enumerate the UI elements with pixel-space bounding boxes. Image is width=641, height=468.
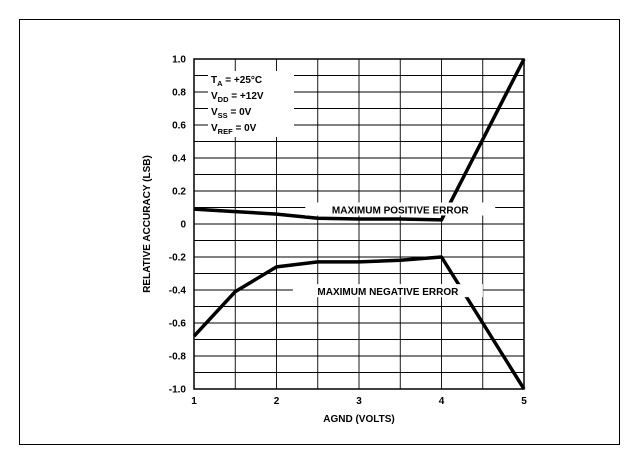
x-tick-label: 3	[356, 396, 362, 407]
annotations: MAXIMUM POSITIVE ERROR MAXIMUM NEGATIVE E…	[292, 202, 496, 298]
y-tick-label: 0	[180, 220, 186, 231]
annotation-background	[292, 284, 483, 298]
plot-area	[193, 58, 525, 390]
condition-vref: VREF = 0V	[211, 123, 257, 136]
y-tick-label: 1.0	[172, 55, 186, 66]
x-axis-label: AGND (VOLTS)	[323, 414, 394, 425]
y-tick-label: 0.6	[172, 121, 186, 132]
conditions-background	[208, 71, 294, 137]
x-tick-label: 2	[274, 396, 280, 407]
annotation-negative-error: MAXIMUM NEGATIVE ERROR	[317, 287, 459, 298]
y-tick-label: -0.6	[169, 319, 187, 330]
y-tick-label: -0.8	[169, 352, 187, 363]
series-line-negative-error	[192, 255, 526, 390]
figure-frame	[19, 19, 620, 445]
annotation-background	[305, 202, 496, 216]
annotation-positive-error: MAXIMUM POSITIVE ERROR	[332, 205, 469, 216]
y-tick-label: 0.4	[172, 154, 186, 165]
series-group	[192, 58, 526, 390]
y-tick-label: -0.4	[169, 286, 187, 297]
x-tick-label: 5	[521, 396, 527, 407]
y-axis-ticks: 1.0 0.8 0.6 0.4 0.2 0 -0.2 -0.4 -0.6 -0.8 -1.0	[169, 55, 187, 396]
y-tick-label: -0.2	[169, 253, 187, 264]
x-axis-ticks: 1 2 3 4 5	[191, 396, 527, 407]
condition-vdd: VDD = +12V	[211, 91, 264, 104]
y-axis-label: RELATIVE ACCURACY (LSB)	[142, 155, 153, 293]
condition-ta: TA = +25°C	[211, 75, 262, 88]
y-tick-label: 0.2	[172, 187, 186, 198]
test-conditions: TA = +25°C VDD = +12V VSS = 0V VREF = 0V	[208, 71, 294, 137]
condition-vss: VSS = 0V	[211, 107, 252, 120]
y-tick-label: -1.0	[169, 385, 187, 396]
x-tick-label: 1	[191, 396, 197, 407]
x-tick-label: 4	[439, 396, 445, 407]
series-line-positive-error	[193, 58, 526, 222]
y-tick-label: 0.8	[172, 88, 186, 99]
